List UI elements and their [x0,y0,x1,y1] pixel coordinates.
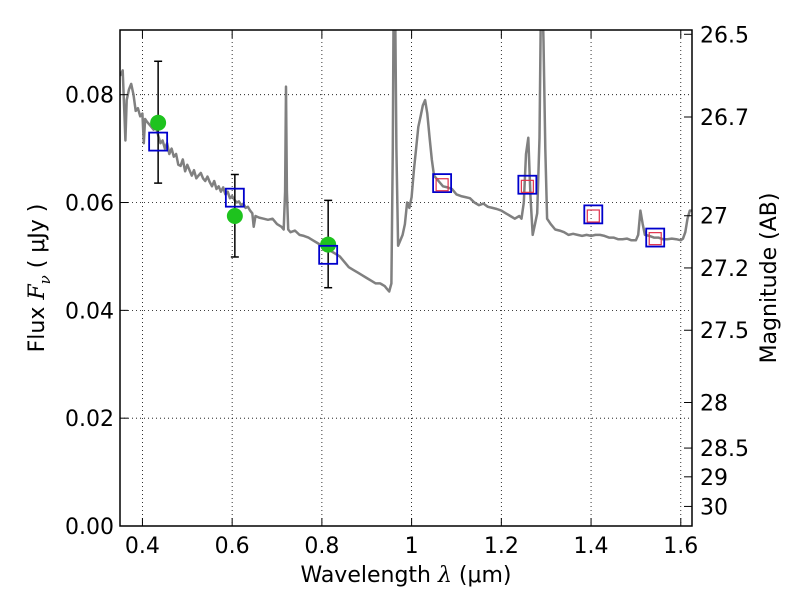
plot-frame [119,29,693,527]
y-tick-label: 0.04 [65,299,114,324]
y-tick-label: 0.00 [65,515,114,540]
right-tick-label: 30 [700,495,728,520]
model-inner-square-marker [648,232,662,246]
photometry-point [150,114,167,131]
x-tick-label: 1.2 [484,534,519,559]
model-square-marker [645,227,666,248]
model-square-marker [432,173,453,194]
x-tick-label: 1.6 [663,534,698,559]
y-axis-label: Flux Fν ( μJy ) [25,204,54,353]
photometry-point [320,236,337,253]
model-inner-square-marker [435,178,449,192]
model-inner-square-marker [520,179,534,193]
model-square-marker [318,244,339,265]
spectrum-line [120,30,692,293]
right-tick-label: 29 [700,466,728,491]
right-axis-label: Magnitude (AB) [757,193,782,364]
right-tick-label: 26.7 [700,106,749,131]
x-tick-label: 0.8 [304,534,339,559]
y-tick-label: 0.08 [65,84,114,109]
x-axis-label: Wavelength λ (μm) [300,563,511,588]
y-tick-label: 0.06 [65,192,114,217]
x-tick-label: 0.4 [125,534,160,559]
model-square-marker [517,174,538,195]
right-tick-label: 27.5 [700,319,749,344]
y-tick-label: 0.02 [65,407,114,432]
right-tick-label: 28 [700,391,728,416]
x-tick-label: 1.4 [574,534,609,559]
right-tick-label: 28.5 [700,437,749,462]
x-tick-label: 0.6 [215,534,250,559]
right-tick-label: 27.2 [700,257,749,282]
model-square-marker [583,204,604,225]
right-tick-label: 27 [700,205,728,230]
photometry-point [226,208,243,224]
model-inner-square-marker [586,209,600,223]
axis-ticks: 0.4 0.6 0.8 1 1.2 1.4 1.6 0.00 0.02 0.04 0.06 0.08 2… [65,23,749,559]
model-square-marker [148,131,169,152]
plot-area [120,30,692,293]
grid [120,30,692,526]
model-square-marker [224,187,245,208]
right-tick-label: 26.5 [700,23,749,48]
x-tick-label: 1 [405,534,419,559]
